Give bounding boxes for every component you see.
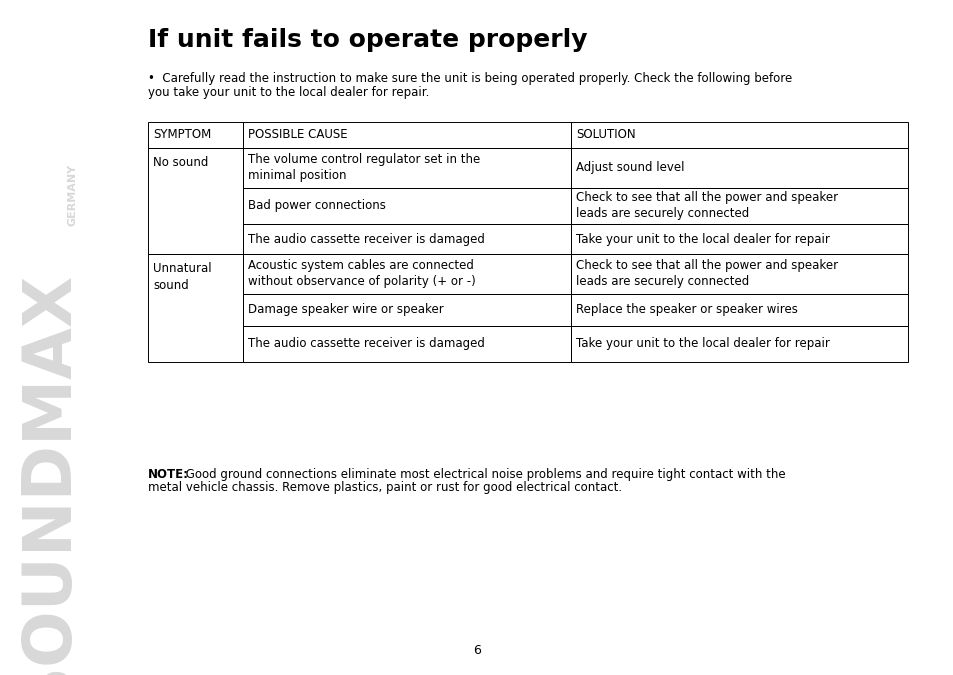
Text: GERMANY: GERMANY: [68, 164, 78, 226]
Text: Bad power connections: Bad power connections: [248, 200, 385, 213]
Text: SOLUTION: SOLUTION: [576, 128, 635, 142]
Bar: [243, 122, 571, 148]
Bar: [571, 294, 907, 326]
Bar: [243, 254, 571, 294]
Bar: [571, 122, 907, 148]
Bar: [571, 326, 907, 362]
Bar: [243, 148, 571, 188]
Text: SOUNDMAX: SOUNDMAX: [15, 271, 81, 675]
Text: The volume control regulator set in the
minimal position: The volume control regulator set in the …: [248, 153, 479, 182]
Text: The audio cassette receiver is damaged: The audio cassette receiver is damaged: [248, 232, 484, 246]
Text: Adjust sound level: Adjust sound level: [576, 161, 684, 175]
Text: Check to see that all the power and speaker
leads are securely connected: Check to see that all the power and spea…: [576, 192, 838, 221]
Bar: [243, 294, 571, 326]
Bar: [148, 148, 243, 254]
Bar: [243, 326, 571, 362]
Bar: [243, 188, 571, 224]
Bar: [571, 224, 907, 254]
Bar: [148, 254, 243, 362]
Text: Good ground connections eliminate most electrical noise problems and require tig: Good ground connections eliminate most e…: [182, 468, 785, 481]
Text: •  Carefully read the instruction to make sure the unit is being operated proper: • Carefully read the instruction to make…: [148, 72, 791, 85]
Text: you take your unit to the local dealer for repair.: you take your unit to the local dealer f…: [148, 86, 429, 99]
Text: SYMPTOM: SYMPTOM: [152, 128, 211, 142]
Text: Damage speaker wire or speaker: Damage speaker wire or speaker: [248, 304, 443, 317]
Text: If unit fails to operate properly: If unit fails to operate properly: [148, 28, 587, 52]
Text: metal vehicle chassis. Remove plastics, paint or rust for good electrical contac: metal vehicle chassis. Remove plastics, …: [148, 481, 621, 494]
Text: 6: 6: [473, 643, 480, 657]
Text: Unnatural
sound: Unnatural sound: [152, 262, 212, 292]
Text: POSSIBLE CAUSE: POSSIBLE CAUSE: [248, 128, 347, 142]
Text: NOTE:: NOTE:: [148, 468, 189, 481]
Text: Take your unit to the local dealer for repair: Take your unit to the local dealer for r…: [576, 338, 829, 350]
Bar: [571, 254, 907, 294]
Text: No sound: No sound: [152, 156, 208, 169]
Bar: [571, 148, 907, 188]
Text: Acoustic system cables are connected
without observance of polarity (+ or -): Acoustic system cables are connected wit…: [248, 259, 476, 288]
Text: Take your unit to the local dealer for repair: Take your unit to the local dealer for r…: [576, 232, 829, 246]
Bar: [571, 188, 907, 224]
Text: Check to see that all the power and speaker
leads are securely connected: Check to see that all the power and spea…: [576, 259, 838, 288]
Text: Replace the speaker or speaker wires: Replace the speaker or speaker wires: [576, 304, 797, 317]
Bar: [243, 224, 571, 254]
Text: The audio cassette receiver is damaged: The audio cassette receiver is damaged: [248, 338, 484, 350]
Bar: [148, 122, 243, 148]
